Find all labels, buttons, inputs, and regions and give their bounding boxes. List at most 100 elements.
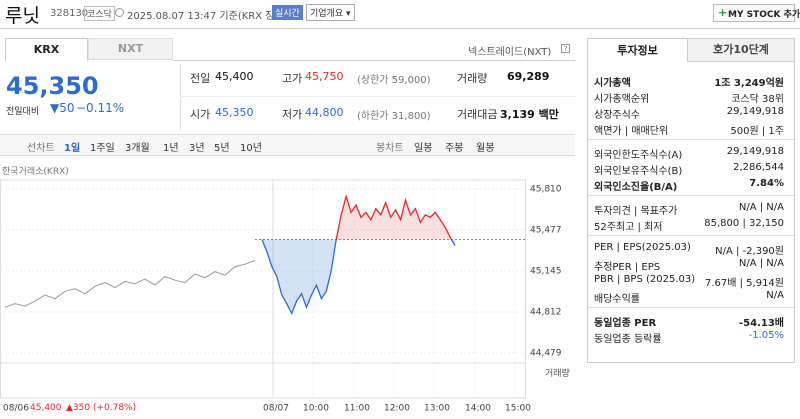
candle-chart-label: 봉차트 xyxy=(376,143,404,154)
tab-underline xyxy=(173,60,575,61)
invest-panel xyxy=(587,38,795,363)
invest-value: N/A | -2,390원 xyxy=(715,246,784,257)
invest-value: N/A xyxy=(766,290,784,301)
volume-legend: 거래량 xyxy=(545,369,570,379)
candle-option[interactable]: 주봉 xyxy=(445,143,464,154)
quote-label: 거래량 xyxy=(457,72,488,85)
y-tick-label: 45,145 xyxy=(530,266,562,276)
quote-label: 시가 xyxy=(190,108,211,121)
y-tick-label: 45,810 xyxy=(530,185,562,195)
group-divider xyxy=(588,139,794,140)
invest-label: 동일업종 등락률 xyxy=(594,334,662,345)
period-option[interactable]: 1일 xyxy=(64,143,81,154)
line-chart-label: 선차트 xyxy=(27,143,55,154)
invest-value: -1.05% xyxy=(748,330,784,341)
plot-frame xyxy=(0,179,526,399)
current-price: 45,350 xyxy=(6,72,99,100)
stock-name: 루닛 xyxy=(5,5,40,27)
quote-value: 69,289 xyxy=(507,70,550,83)
y-tick-label: 45,477 xyxy=(530,226,562,236)
invest-label: PBR | BPS (2025.03) xyxy=(594,274,696,285)
invest-label: 동일업종 PER xyxy=(594,318,657,329)
clock-icon xyxy=(115,8,124,17)
quote-label: 거래대금 xyxy=(457,108,498,121)
invest-label: 외국인소진율(B/A) xyxy=(594,182,678,193)
period-option[interactable]: 1년 xyxy=(163,143,179,154)
group-divider xyxy=(588,235,794,236)
area-down xyxy=(262,239,455,314)
invest-value: N/A | N/A xyxy=(738,258,784,269)
nxt-tab[interactable]: NXT xyxy=(88,38,173,60)
chart-source: 한국거래소(KRX) xyxy=(2,167,69,177)
period-option[interactable]: 10년 xyxy=(240,143,262,154)
period-bar xyxy=(0,134,575,156)
invest-label: 액면가 | 매매단위 xyxy=(594,126,669,137)
quote-value: 45,750 xyxy=(305,70,344,83)
candle-option[interactable]: 일봉 xyxy=(414,143,433,154)
footer-price: 45,400 xyxy=(30,403,62,413)
invest-value: -54.13배 xyxy=(739,318,784,329)
mystock-label: MY STOCK 추가 xyxy=(728,10,800,20)
quote-value: 45,400 xyxy=(215,70,254,83)
x-tick-label: 12:00 xyxy=(384,404,410,414)
invest-value: 29,149,918 xyxy=(726,146,784,157)
invest-label: PER | EPS(2025.03) xyxy=(594,242,691,253)
realtime-badge: 실시간 xyxy=(272,5,303,20)
invest-value: N/A | N/A xyxy=(738,202,784,213)
quote-divider xyxy=(180,64,181,130)
invest-label: 투자의견 | 목표주가 xyxy=(594,206,678,217)
change-percent: −0.11% xyxy=(76,101,125,115)
invest-label: 시가총액 xyxy=(594,78,631,89)
x-tick-label: 15:00 xyxy=(505,404,531,414)
quote-value: 45,350 xyxy=(215,106,254,119)
orderbook-tab[interactable]: 호가10단계 xyxy=(687,39,794,62)
invest-value: 85,800 | 32,150 xyxy=(704,218,784,229)
invest-label: 상장주식수 xyxy=(594,110,640,121)
period-option[interactable]: 3개월 xyxy=(125,143,150,154)
krx-tab[interactable]: KRX xyxy=(5,38,88,61)
y-tick-label: 44,479 xyxy=(530,349,562,359)
invest-label: 외국인보유주식수(B) xyxy=(594,166,683,177)
y-tick-label: 44,812 xyxy=(530,307,562,317)
area-up xyxy=(262,196,455,240)
invest-value: 29,149,918 xyxy=(726,106,784,117)
invest-value: 1조 3,249억원 xyxy=(714,78,784,89)
header-divider xyxy=(0,28,800,29)
quote-label: 전일 xyxy=(190,72,211,85)
x-tick-label: 08/07 xyxy=(263,404,289,414)
quote-label: 저가 xyxy=(282,108,303,121)
footer-change: ▲350 (+0.78%) xyxy=(66,403,137,413)
x-tick-label: 13:00 xyxy=(424,404,450,414)
company-overview-button[interactable]: 기업개요 ▾ xyxy=(306,4,355,21)
invest-label: 외국인한도주식수(A) xyxy=(594,150,683,161)
invest-tab[interactable]: 투자정보 xyxy=(588,39,687,62)
mystock-button[interactable] xyxy=(713,4,795,22)
quote-note: (상한가 59,000) xyxy=(357,75,431,86)
invest-value: 7.67배 | 5,914원 xyxy=(704,278,784,289)
quote-note: (하한가 31,800) xyxy=(357,111,431,122)
invest-value: 코스닥 38위 xyxy=(731,94,784,105)
help-icon[interactable]: ? xyxy=(561,44,570,53)
price-chart: 45,810 45,477 45,145 44,812 44,479 08/06 08/07… xyxy=(0,179,562,414)
price-line xyxy=(4,260,256,308)
candle-option[interactable]: 월봉 xyxy=(476,143,495,154)
invest-label: 배당수익률 xyxy=(594,294,640,305)
x-tick-label: 08/06 xyxy=(3,404,29,414)
x-tick-label: 11:00 xyxy=(344,404,370,414)
period-option[interactable]: 5년 xyxy=(214,143,230,154)
quote-label: 고가 xyxy=(282,72,303,85)
quote-time: 2025.08.07 13:47 기준(KRX 장중) xyxy=(127,11,288,22)
invest-label: 52주최고 | 최저 xyxy=(594,222,663,233)
x-tick-label: 10:00 xyxy=(303,404,329,414)
invest-label: 시가총액순위 xyxy=(594,94,650,105)
invest-label: 추정PER | EPS xyxy=(594,262,661,273)
nxt-link[interactable]: 넥스트레이드(NXT) xyxy=(468,47,552,58)
period-option[interactable]: 1주일 xyxy=(90,143,115,154)
group-divider xyxy=(588,307,794,308)
invest-value: 2,286,544 xyxy=(733,162,784,173)
quote-value: 3,139 백만 xyxy=(500,108,559,121)
change-amount: ▼50 xyxy=(50,101,75,115)
period-option[interactable]: 3년 xyxy=(189,143,205,154)
price-line-down xyxy=(261,239,456,315)
invest-value: 7.84% xyxy=(749,178,784,189)
